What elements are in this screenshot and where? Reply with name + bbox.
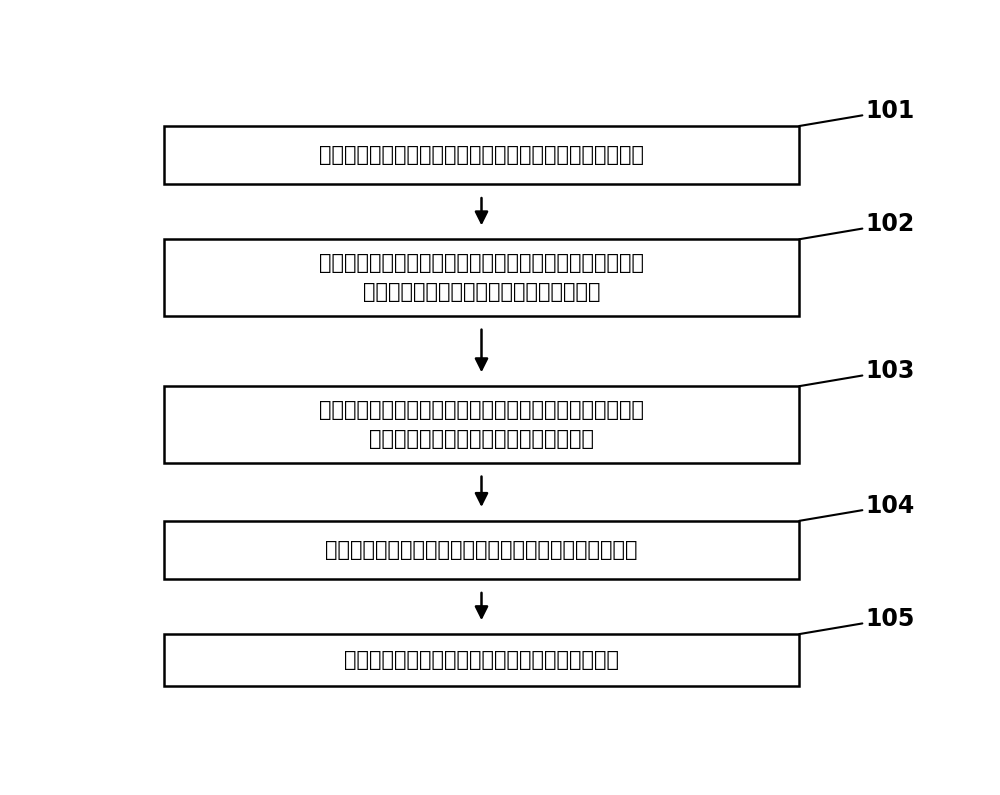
Bar [164, 634, 799, 686]
Bar [164, 239, 799, 316]
Text: 104: 104 [799, 494, 914, 521]
Text: 101: 101 [799, 99, 914, 126]
Text: 105: 105 [799, 607, 914, 634]
Bar [164, 126, 799, 184]
Bar [164, 521, 799, 579]
Text: 根据母线电气距离确定故障点在故障线路上的位置: 根据母线电气距离确定故障点在故障线路上的位置 [344, 650, 619, 670]
Bar [164, 386, 799, 463]
Text: 103: 103 [799, 359, 914, 386]
Text: 联立两个暂态零序电压分布函数进行求解，母线电气距离: 联立两个暂态零序电压分布函数进行求解，母线电气距离 [325, 540, 638, 560]
Text: 102: 102 [799, 212, 914, 239]
Text: 基于故障主干线和故障分支线分别获取当前故障点的上游区
段和下游区段的暂态零序电压首半波绝对值: 基于故障主干线和故障分支线分别获取当前故障点的上游区 段和下游区段的暂态零序电压… [319, 253, 644, 302]
Text: 根据当前故障点将故障线路划分为故障主干线和故障分支线: 根据当前故障点将故障线路划分为故障主干线和故障分支线 [319, 145, 644, 165]
Text: 根据暂态零序电压首半波绝对值和母线电气距离进行函数拟
合操作，得到两个暂态零序电压分布函数: 根据暂态零序电压首半波绝对值和母线电气距离进行函数拟 合操作，得到两个暂态零序电… [319, 400, 644, 449]
